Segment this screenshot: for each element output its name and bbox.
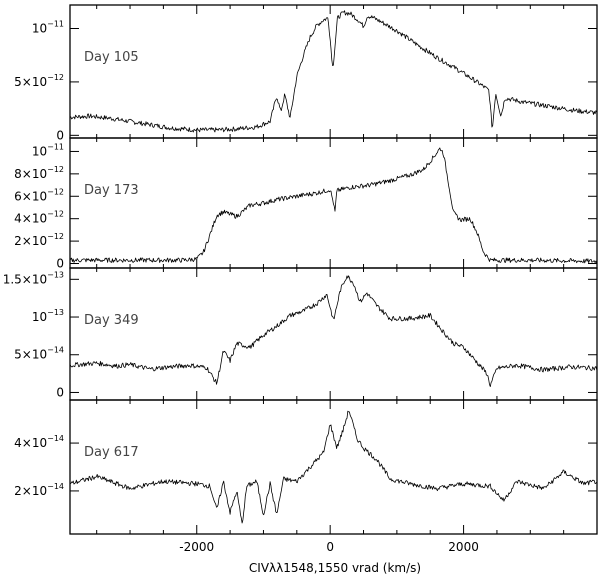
y-tick-label: 0: [56, 128, 64, 142]
spectrum-line: [70, 410, 598, 524]
panel-1: 0 5×10−12 10−11 Day 105: [14, 4, 598, 142]
panel-4: 2×10−14 4×10−14 Day 617: [14, 399, 598, 535]
spectrum-line: [69, 147, 598, 264]
y-tick-label: 10−11: [32, 142, 64, 158]
y-tick-label: 0: [56, 257, 64, 271]
panel-day-label: Day 173: [84, 183, 139, 198]
x-tick-label: 2000: [448, 540, 479, 554]
x-axis-label: CIVλλ1548,1550 vrad (km/s): [249, 561, 421, 575]
panel-day-label: Day 349: [84, 313, 139, 328]
y-tick-label: 4×10−14: [14, 434, 64, 450]
y-tick-label: 10−11: [32, 20, 64, 36]
y-tick-label: 6×10−12: [14, 187, 64, 203]
y-tick-label: 8×10−12: [14, 165, 64, 181]
x-axis: -2000 0 2000: [179, 540, 479, 554]
x-tick-label: 0: [326, 540, 334, 554]
x-tick-label: -2000: [179, 540, 214, 554]
panel-frame: [69, 399, 598, 535]
y-tick-label: 5×10−14: [14, 346, 64, 362]
panel-day-label: Day 105: [84, 50, 139, 65]
panel-day-label: Day 617: [84, 445, 139, 460]
panel-3: 0 5×10−14 10−13 1.5×10−13 Day 349: [3, 267, 598, 401]
panels-group: 0 5×10−12 10−11 Day 105 0 2×10−12 4×10−12 6×10−…: [3, 4, 598, 535]
y-tick-label: 4×10−12: [14, 210, 64, 226]
panel-2: 0 2×10−12 4×10−12 6×10−12 8×10−12 10−11 Day 17…: [14, 137, 598, 271]
y-tick-label: 5×10−12: [14, 73, 64, 89]
spectrum-line: [69, 10, 598, 133]
y-tick-label: 2×10−14: [14, 482, 64, 498]
y-tick-label: 10−13: [32, 308, 64, 324]
y-tick-label: 2×10−12: [14, 232, 64, 248]
y-tick-label: 0: [56, 385, 64, 399]
spectrum-line: [69, 275, 598, 387]
panel-frame: [69, 4, 598, 139]
panel-frame: [69, 267, 598, 401]
y-tick-label: 1.5×10−13: [3, 270, 64, 286]
